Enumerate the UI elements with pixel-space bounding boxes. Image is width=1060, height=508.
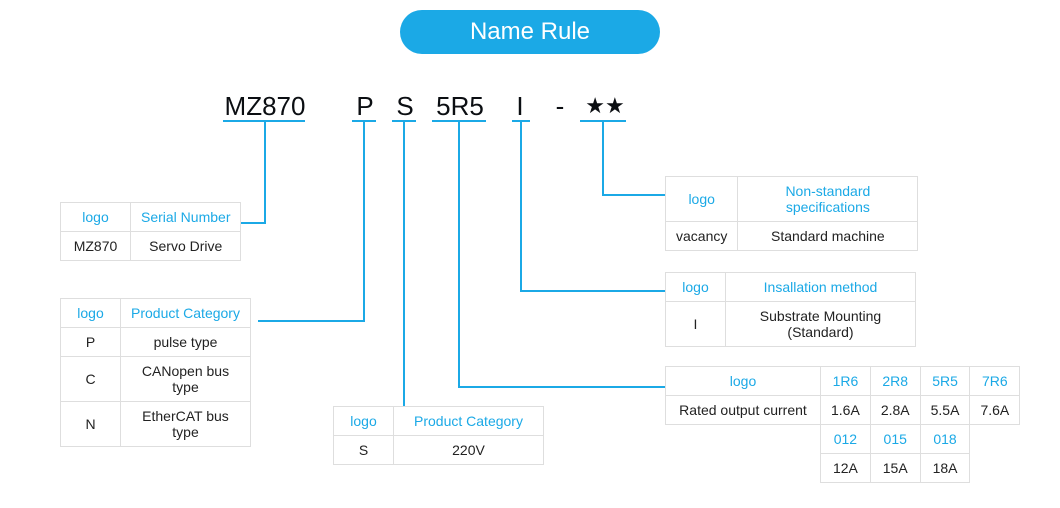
th-code: 1R6 [821,367,871,396]
table-row: 12A 15A 18A [666,454,1020,483]
th-code: 015 [870,425,920,454]
connector [602,122,604,194]
cell: 2.8A [870,396,920,425]
cell: Standard machine [738,222,918,251]
spacer [666,454,821,483]
cell: I [666,302,726,347]
table-row: S 220V [334,436,544,465]
table-row: I Substrate Mounting (Standard) [666,302,916,347]
th-logo: logo [666,177,738,222]
table-nonstandard: logo Non-standard specifications vacancy… [665,176,918,251]
th-code: 012 [821,425,871,454]
connector [258,320,365,322]
table-installation: logo Insallation method I Substrate Moun… [665,272,916,347]
table-voltage: logo Product Category S 220V [333,406,544,465]
table-row: P pulse type [61,328,251,357]
cell: 15A [870,454,920,483]
th-product-category: Product Category [121,299,251,328]
connector [403,122,405,408]
th-nonstandard: Non-standard specifications [738,177,918,222]
cell: Servo Drive [131,232,241,261]
cell: CANopen bus type [121,357,251,402]
table-row: MZ870 Servo Drive [61,232,241,261]
th-voltage: Product Category [394,407,544,436]
table-current: logo 1R6 2R8 5R5 7R6 Rated output curren… [665,366,1020,483]
connector [458,122,460,386]
code-segment-product: P [350,91,380,122]
th-code: 018 [920,425,970,454]
cell: MZ870 [61,232,131,261]
cell: C [61,357,121,402]
connector [458,386,666,388]
code-segment-serial: MZ870 [220,91,310,122]
title-pill: Name Rule [400,10,660,54]
table-row: Rated output current 1.6A 2.8A 5.5A 7.6A [666,396,1020,425]
connector [602,194,666,196]
cell: N [61,402,121,447]
th-code: 7R6 [970,367,1020,396]
code-segment-current: 5R5 [430,91,490,122]
connector [264,122,266,222]
spacer [970,425,1020,454]
connector [520,290,666,292]
cell: S [334,436,394,465]
cell-row-label: Rated output current [666,396,821,425]
cell: pulse type [121,328,251,357]
th-logo: logo [61,203,131,232]
code-segment-install: I [510,91,530,122]
cell: P [61,328,121,357]
th-logo: logo [334,407,394,436]
cell: 7.6A [970,396,1020,425]
spacer [970,454,1020,483]
table-product-category: logo Product Category P pulse type C CAN… [60,298,251,447]
th-logo: logo [61,299,121,328]
cell: Substrate Mounting (Standard) [726,302,916,347]
th-logo: logo [666,367,821,396]
table-row: 012 015 018 [666,425,1020,454]
cell: vacancy [666,222,738,251]
cell: 12A [821,454,871,483]
code-segment-nonstd: ★★ [580,93,630,119]
cell: 18A [920,454,970,483]
table-serial-number: logo Serial Number MZ870 Servo Drive [60,202,241,261]
table-row: N EtherCAT bus type [61,402,251,447]
cell: 1.6A [821,396,871,425]
table-row: vacancy Standard machine [666,222,918,251]
code-segment-voltage: S [390,91,420,122]
th-logo: logo [666,273,726,302]
connector [363,122,365,320]
cell: 220V [394,436,544,465]
connector [520,122,522,290]
table-row: C CANopen bus type [61,357,251,402]
cell: EtherCAT bus type [121,402,251,447]
th-code: 2R8 [870,367,920,396]
th-code: 5R5 [920,367,970,396]
spacer [666,425,821,454]
connector [241,222,266,224]
code-segment-dash: - [550,91,570,122]
th-installation: Insallation method [726,273,916,302]
model-code: MZ870 P S 5R5 I - ★★ [220,88,670,124]
cell: 5.5A [920,396,970,425]
th-serial-number: Serial Number [131,203,241,232]
